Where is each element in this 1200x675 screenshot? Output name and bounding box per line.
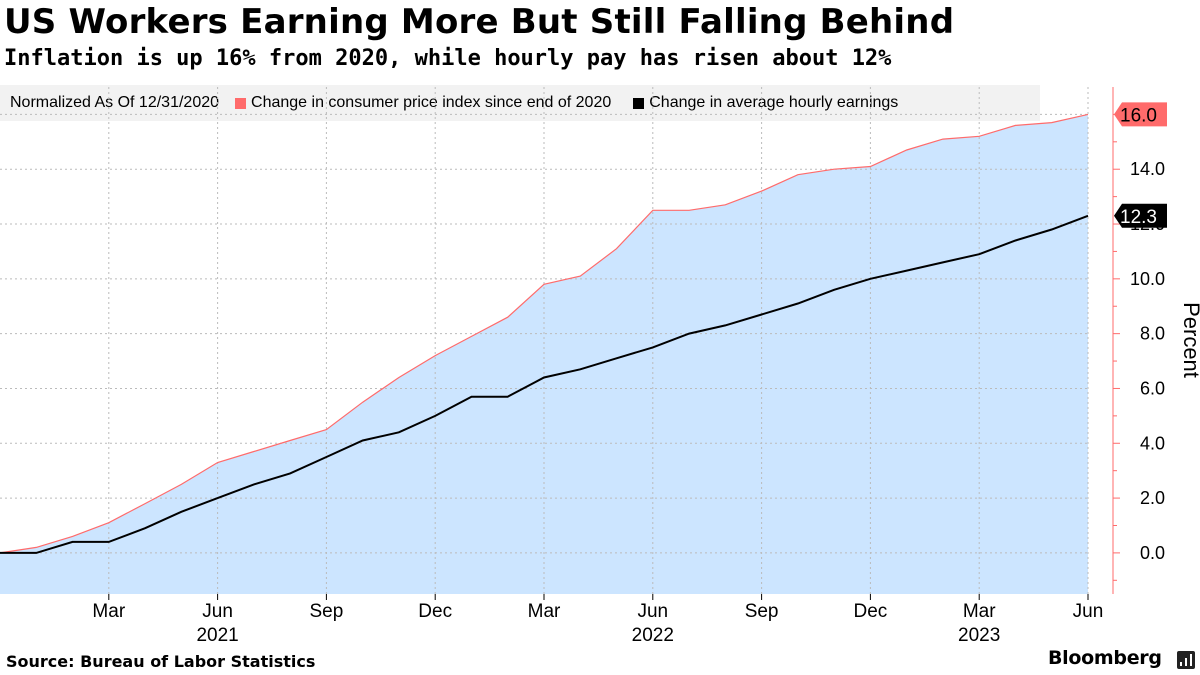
legend-note: Normalized As Of 12/31/2020 (10, 94, 220, 111)
x-tick-label: Jun (1073, 601, 1104, 622)
series-line-cpi (0, 113, 1089, 554)
source-note: Source: Bureau of Labor Statistics (6, 652, 316, 671)
x-tick-label: Dec (418, 601, 452, 622)
bar-chart-icon (1177, 651, 1195, 669)
x-year-label: 2023 (958, 625, 1000, 646)
y-tick-label: 14.0 (1130, 159, 1165, 179)
y-tick-label: 6.0 (1140, 378, 1165, 398)
legend: Normalized As Of 12/31/2020 Change in co… (0, 85, 1040, 121)
x-tick-label: Mar (92, 601, 125, 622)
x-tick-label: Sep (745, 601, 779, 622)
y-tick-label: 2.0 (1140, 488, 1165, 508)
cpi-area-fill (0, 114, 1088, 595)
series-line-earnings (0, 214, 1089, 554)
end-label-earnings: 12.3 (1120, 207, 1157, 228)
end-tag-cpi (1114, 102, 1167, 127)
y-tick-label: 0.0 (1140, 543, 1165, 563)
chart-title: US Workers Earning More But Still Fallin… (4, 2, 955, 42)
x-year-label: 2021 (196, 625, 238, 646)
brand-logo: Bloomberg (1048, 647, 1162, 669)
legend-swatch-cpi (235, 97, 247, 109)
y-axis-title: Percent (1179, 302, 1200, 378)
end-label-cpi: 16.0 (1120, 105, 1157, 126)
end-tag-earnings (1114, 203, 1167, 228)
chart-subtitle: Inflation is up 16% from 2020, while hou… (4, 46, 892, 71)
y-tick-label: 8.0 (1140, 324, 1165, 344)
x-tick-label: Dec (854, 601, 888, 622)
x-tick-label: Sep (309, 601, 343, 622)
x-year-label: 2022 (632, 625, 674, 646)
y-tick-label: 4.0 (1140, 433, 1165, 453)
x-tick-label: Mar (528, 601, 561, 622)
x-tick-label: Jun (637, 601, 668, 622)
legend-swatch-earnings (633, 97, 645, 109)
y-tick-label: 10.0 (1130, 269, 1165, 289)
x-tick-label: Jun (202, 601, 233, 622)
x-tick-label: Mar (963, 601, 996, 622)
legend-label-cpi: Change in consumer price index since end… (251, 94, 612, 111)
legend-label-earnings: Change in average hourly earnings (649, 94, 899, 111)
legend-item-earnings: Change in average hourly earnings (633, 94, 898, 112)
legend-item-cpi: Change in consumer price index since end… (235, 94, 611, 112)
